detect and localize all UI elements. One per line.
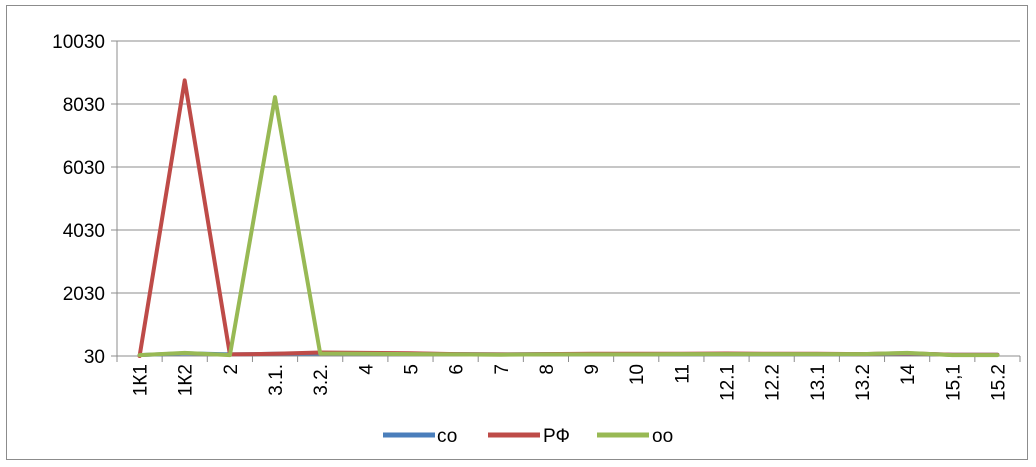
x-tick-label: 1К2 bbox=[176, 364, 197, 396]
x-tick-label: 15.2 bbox=[988, 364, 1009, 401]
x-tick-label: 2 bbox=[221, 364, 242, 375]
x-tick-label: 8 bbox=[537, 364, 558, 375]
y-tick-label: 8030 bbox=[63, 95, 105, 116]
chart-frame bbox=[6, 5, 1028, 460]
series-line bbox=[137, 95, 1000, 358]
x-tick-label: 12.2 bbox=[763, 364, 784, 401]
y-tick-label: 6030 bbox=[63, 158, 105, 179]
axes bbox=[116, 41, 1020, 357]
x-tick-label: 11 bbox=[672, 364, 693, 384]
x-axis-ticks: 1К1 1К2 2 3.1. 3.2. 4 5 6 7 8 9 10 11 12.1 12.2 13.1 13.… bbox=[116, 356, 1021, 401]
x-tick-label: 1К1 bbox=[131, 364, 152, 396]
x-tick-label: 14 bbox=[898, 364, 919, 386]
legend-label: РФ bbox=[543, 426, 570, 447]
y-tick-label: 30 bbox=[84, 347, 105, 368]
gridlines bbox=[117, 40, 1020, 294]
y-axis-ticks: 30 2030 4030 6030 8030 10030 bbox=[52, 32, 117, 368]
x-tick-label: 3.1. bbox=[266, 364, 287, 396]
x-tick-label: 9 bbox=[582, 364, 603, 375]
legend: со РФ оо bbox=[383, 426, 673, 447]
legend-label: оо bbox=[652, 426, 673, 447]
x-tick-label: 12.1 bbox=[718, 364, 739, 401]
y-tick-label: 2030 bbox=[63, 284, 105, 305]
x-tick-label: 3.2. bbox=[311, 364, 332, 396]
x-tick-label: 13.1 bbox=[808, 364, 829, 401]
x-tick-label: 13.2 bbox=[853, 364, 874, 401]
x-tick-label: 4 bbox=[356, 364, 377, 375]
y-tick-label: 10030 bbox=[52, 32, 105, 53]
x-tick-label: 10 bbox=[627, 364, 648, 385]
x-tick-label: 15,1 bbox=[943, 364, 964, 401]
series-line bbox=[137, 78, 1000, 358]
x-tick-label: 7 bbox=[492, 364, 513, 375]
legend-label: со bbox=[437, 426, 457, 447]
x-tick-label: 5 bbox=[401, 364, 422, 375]
x-tick-label: 6 bbox=[447, 364, 468, 375]
y-tick-label: 4030 bbox=[63, 221, 105, 242]
series-lines bbox=[137, 78, 1000, 358]
